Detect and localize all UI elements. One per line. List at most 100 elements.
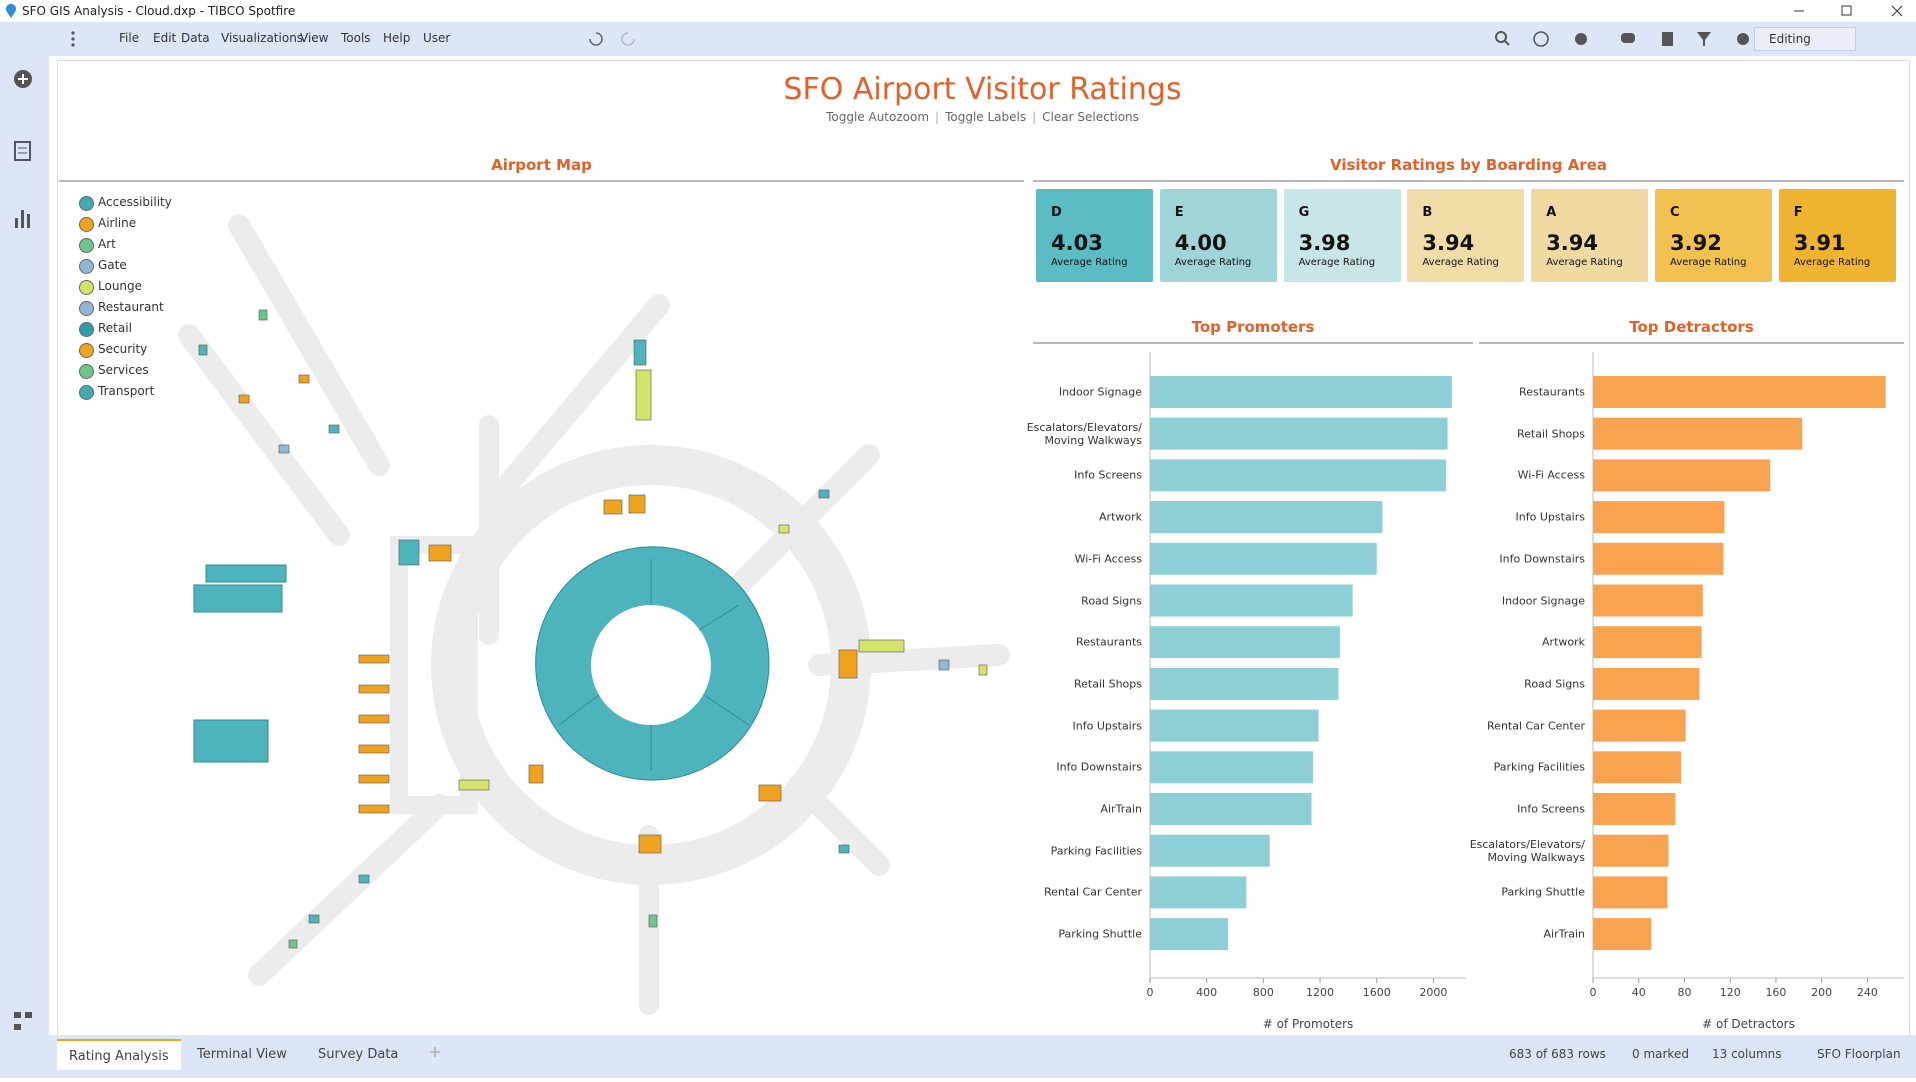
x-tick-label: 1600 xyxy=(1363,986,1391,999)
bar xyxy=(1150,918,1228,951)
menu-item[interactable]: Help xyxy=(383,31,411,45)
rating-card[interactable]: C 3.92 Average Rating xyxy=(1655,189,1772,282)
category-label: Info Downstairs xyxy=(1499,552,1585,566)
bar xyxy=(1150,834,1270,867)
legend-swatch xyxy=(79,301,94,316)
card-value: 4.03 xyxy=(1051,231,1103,255)
menu-item[interactable]: View xyxy=(300,31,329,45)
ratings-title: Visitor Ratings by Boarding Area xyxy=(1329,156,1608,174)
category-label: AirTrain xyxy=(1543,927,1586,941)
bar xyxy=(1593,626,1702,659)
tab-label: Terminal View xyxy=(197,1047,287,1062)
x-tick-label: 200 xyxy=(1811,986,1832,999)
bar xyxy=(1593,793,1676,825)
menu-item[interactable]: Visualizations xyxy=(221,31,304,45)
x-tick-label: 80 xyxy=(1677,986,1691,999)
category-label: Indoor Signage xyxy=(1058,385,1142,399)
category-label: Parking Facilities xyxy=(1493,760,1585,774)
chart-rule xyxy=(1033,342,1473,344)
menu-item[interactable]: Data xyxy=(181,31,210,45)
rating-card[interactable]: E 4.00 Average Rating xyxy=(1159,189,1277,282)
bar xyxy=(1150,501,1383,534)
legend-swatch xyxy=(79,217,94,232)
chart-svg: 0 400 800 1200 1600 2000 # of Promoters xyxy=(1147,352,1466,1031)
card-value: 3.94 xyxy=(1422,231,1475,255)
category-label: AirTrain xyxy=(1100,802,1143,816)
status-item: 13 columns xyxy=(1712,1047,1782,1061)
rating-card[interactable]: B 3.94 Average Rating xyxy=(1407,189,1525,282)
more-button[interactable] xyxy=(69,30,77,48)
rating-card[interactable]: G 3.98 Average Rating xyxy=(1283,189,1401,282)
card-value: 3.92 xyxy=(1670,231,1722,255)
card-area: F xyxy=(1793,205,1803,220)
mode-label: Editing xyxy=(1769,32,1811,46)
bar xyxy=(1593,501,1725,534)
legend-swatch xyxy=(79,280,94,295)
sidebar-icons[interactable] xyxy=(0,22,49,1078)
legend-swatch xyxy=(79,238,94,253)
legend-swatch xyxy=(79,322,94,337)
card-label: Average Rating xyxy=(1546,257,1623,268)
legend-label: Security xyxy=(98,342,148,356)
category-label: Road Signs xyxy=(1524,677,1585,691)
left-sidebar xyxy=(0,22,49,1078)
legend-label: Accessibility xyxy=(98,195,172,209)
card-label: Average Rating xyxy=(1298,257,1376,268)
category-label: Info Downstairs xyxy=(1056,760,1142,774)
page-tab[interactable]: Rating Analysis xyxy=(57,1039,181,1070)
undo-redo[interactable] xyxy=(584,28,644,50)
menu-item[interactable]: Tools xyxy=(341,31,371,45)
legend-swatch xyxy=(79,259,94,274)
category-label: Parking Facilities xyxy=(1050,844,1142,858)
card-area: C xyxy=(1670,205,1680,220)
section-rule xyxy=(59,180,1024,182)
dashboard-link[interactable]: Toggle Autozoom xyxy=(826,110,930,124)
toolbar-icons[interactable] xyxy=(1489,26,1809,52)
category-label: Artwork xyxy=(1542,635,1585,649)
x-tick-label: 1200 xyxy=(1306,986,1334,999)
page-tab[interactable]: Survey Data xyxy=(306,1039,422,1070)
card-label: Average Rating xyxy=(1670,257,1747,268)
mode-dropdown[interactable]: Editing xyxy=(1754,27,1856,51)
dashboard-link[interactable]: Clear Selections xyxy=(1042,110,1139,124)
menu-item[interactable]: User xyxy=(423,31,451,45)
rating-card[interactable]: F 3.91 Average Rating xyxy=(1778,189,1896,282)
card-area: B xyxy=(1422,205,1433,220)
chart: 0 40 80 120 160 200 240 # of Detractors Restaura… xyxy=(1470,340,1904,1031)
menu-item[interactable]: Edit xyxy=(153,31,177,45)
x-tick-label: 0 xyxy=(1590,986,1597,999)
bar xyxy=(1593,417,1803,450)
chart-svg: 0 40 80 120 160 200 240 # of Detractors xyxy=(1590,352,1904,1031)
bar xyxy=(1150,876,1247,909)
category-label: Parking Shuttle xyxy=(1501,885,1585,899)
rating-card[interactable]: A 3.94 Average Rating xyxy=(1531,189,1649,282)
bar xyxy=(1593,834,1669,867)
x-axis-label: # of Promoters xyxy=(1263,1017,1354,1030)
bar xyxy=(1593,667,1700,700)
toolbar: File Edit Data Visualizations View Tools Help U… xyxy=(49,22,1916,56)
category-label: Retail Shops xyxy=(1517,427,1585,441)
bar xyxy=(1593,542,1724,575)
card-value: 3.98 xyxy=(1298,231,1351,255)
rating-card[interactable]: D 4.03 Average Rating xyxy=(1036,189,1153,282)
dashboard-link[interactable]: Toggle Labels xyxy=(945,110,1027,124)
bar xyxy=(1150,376,1452,408)
menu-item[interactable]: File xyxy=(119,31,140,45)
category-label: Wi-Fi Access xyxy=(1517,468,1585,482)
category-label: Restaurants xyxy=(1076,635,1142,649)
card-label: Average Rating xyxy=(1422,257,1499,268)
x-tick-label: 2000 xyxy=(1419,986,1447,999)
airport-map[interactable] xyxy=(59,185,1024,1035)
legend-label: Gate xyxy=(98,258,127,272)
category-label: Rental Car Center xyxy=(1487,719,1585,733)
add-tab[interactable] xyxy=(425,1039,445,1070)
window-controls[interactable] xyxy=(1780,0,1916,22)
bar xyxy=(1150,667,1339,700)
app-icon xyxy=(6,4,16,18)
x-tick-label: 400 xyxy=(1196,986,1217,999)
page-tab[interactable]: Terminal View xyxy=(185,1039,301,1070)
x-tick-label: 120 xyxy=(1720,986,1741,999)
legend-swatch xyxy=(79,385,94,400)
bottom-bar xyxy=(49,1035,1916,1078)
category-label: Artwork xyxy=(1099,510,1142,524)
